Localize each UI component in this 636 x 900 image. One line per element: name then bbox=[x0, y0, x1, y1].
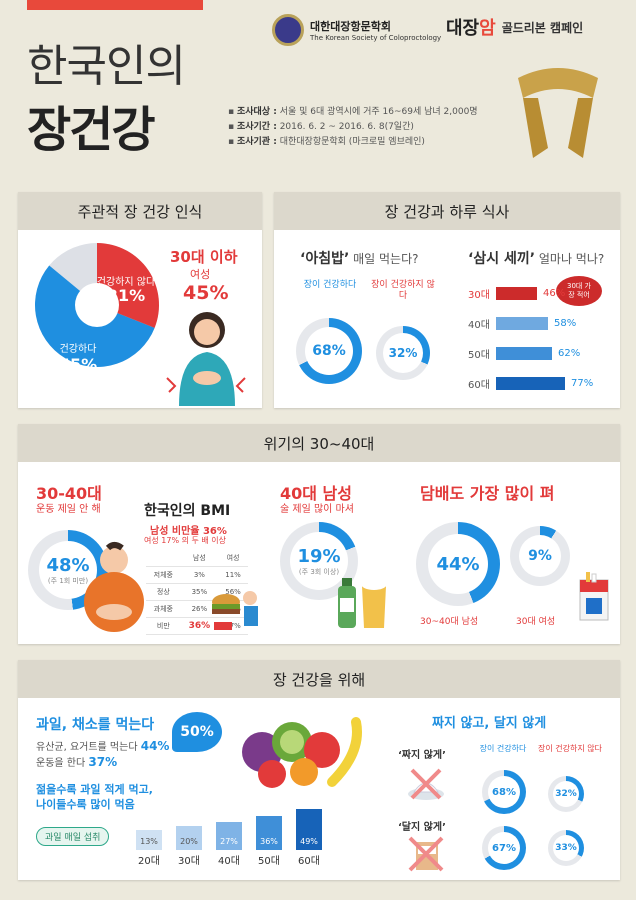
badge-30s-lowest: 30대 가장 적어 bbox=[556, 276, 602, 306]
fruit-daily-pill: 과일 매일 섭취 bbox=[36, 827, 110, 846]
label-healthy: 장이 건강하다 bbox=[303, 280, 357, 290]
cigarette-pack-icon bbox=[579, 572, 609, 621]
exercise-title: 30-40대 bbox=[36, 484, 102, 503]
ring-smoking-men: 44% bbox=[416, 522, 500, 606]
fruit-bar: 27% bbox=[216, 822, 242, 850]
label-healthy: 장이 건강하다 bbox=[479, 744, 527, 753]
fruit-bar: 49% bbox=[296, 809, 322, 850]
gold-ribbon-icon bbox=[518, 68, 598, 158]
bmi-title: 한국인의 BMI bbox=[144, 503, 231, 519]
smoking-label-men: 30~40대 남성 bbox=[420, 617, 479, 627]
meals-question: ‘삼시 세끼’ 얼마나 먹나? bbox=[468, 251, 605, 267]
ring-breakfast-healthy: 68% bbox=[296, 318, 362, 384]
bar bbox=[496, 377, 565, 390]
bar-row: 40대 58% bbox=[468, 316, 576, 331]
campaign-logo: 대장암 골드리본 캠페인 bbox=[446, 14, 583, 40]
fruit-bar: 36% bbox=[256, 816, 282, 850]
perception-pie bbox=[35, 243, 159, 367]
callout-pct: 45% bbox=[183, 282, 229, 304]
society-logo: 대한대장항문학회 The Korean Society of Coloproct… bbox=[272, 14, 441, 46]
section-title: 장 건강을 위해 bbox=[18, 660, 620, 698]
callout-title: 30대 이하 bbox=[170, 248, 238, 266]
title-line2: 장건강 bbox=[27, 102, 155, 158]
bar-row: 50대 62% bbox=[468, 346, 580, 361]
bar-age-label: 50대 bbox=[468, 350, 490, 361]
bmi-sub1: 남성 비만율 36% bbox=[150, 526, 227, 537]
age-note: 젊을수록 과일 적게 먹고, 나이들수록 많이 먹음 bbox=[36, 783, 153, 811]
fruit-bar-age-label: 60대 bbox=[298, 856, 320, 867]
label-unhealthy: 장이 건강하지 않다 bbox=[538, 744, 602, 753]
society-name-ko: 대한대장항문학회 bbox=[310, 20, 391, 33]
fruit-bar: 20% bbox=[176, 826, 202, 850]
fruit-bar-age-label: 30대 bbox=[178, 856, 200, 867]
bar-age-label: 30대 bbox=[468, 290, 490, 301]
breakfast-question: ‘아침밥’ 매일 먹는다? bbox=[300, 251, 419, 267]
fruit-vegetable-icon bbox=[242, 717, 362, 788]
bar-value-label: 58% bbox=[554, 318, 577, 329]
exercise-sub: 운동 제일 안 해 bbox=[36, 504, 101, 515]
survey-line: ▪ 조사대상 : 서울 및 6대 광역시에 거주 16~69세 남녀 2,000… bbox=[228, 107, 478, 117]
drink-sub: 술 제일 많이 마셔 bbox=[280, 504, 354, 515]
ring-exercise: 48% (주 1회 미만) bbox=[28, 530, 108, 610]
fruit-bar-age-label: 50대 bbox=[258, 856, 280, 867]
campaign-name: 골드리본 캠페인 bbox=[501, 20, 584, 35]
ring-sweet-unhealthy: 33% bbox=[548, 830, 584, 866]
exercise-line: 운동을 한다 37% bbox=[36, 755, 118, 769]
bar-age-label: 60대 bbox=[468, 380, 490, 391]
fruit-title: 과일, 채소를 먹는다 bbox=[36, 717, 155, 733]
section-title: 위기의 30~40대 bbox=[18, 424, 620, 462]
bmi-sub2: 여성 17% 의 두 배 이상 bbox=[144, 536, 227, 545]
callout-sub: 여성 bbox=[190, 268, 211, 281]
table-row: 저체중 3% 11% bbox=[146, 566, 248, 584]
survey-info: ▪ 조사대상 : 서울 및 6대 광역시에 거주 16~69세 남녀 2,000… bbox=[228, 105, 478, 150]
bar bbox=[496, 347, 552, 360]
ring-sweet-healthy: 67% bbox=[482, 826, 526, 870]
bar-value-label: 77% bbox=[571, 378, 594, 389]
ring-smoking-women: 9% bbox=[510, 526, 570, 586]
fruit-bar-age-label: 20대 bbox=[138, 856, 160, 867]
campaign-logo-mark: 대장암 bbox=[446, 18, 496, 39]
fruit-badge: 50% bbox=[172, 712, 222, 752]
ring-breakfast-unhealthy: 32% bbox=[376, 326, 430, 380]
bar-row: 60대 77% bbox=[468, 376, 593, 391]
society-seal-icon bbox=[272, 14, 304, 46]
probiotic-line: 유산균, 요거트를 먹는다 44% bbox=[36, 739, 170, 753]
burger-snack-icon bbox=[212, 591, 258, 630]
bar-value-label: 46% bbox=[543, 288, 566, 299]
not-salty-label: ‘짜지 않게’ bbox=[398, 750, 446, 761]
bar-row: 30대 46% bbox=[468, 286, 565, 301]
survey-line: ▪ 조사기관 : 대한대장항문학회 (마크로밀 엠브레인) bbox=[228, 137, 425, 147]
bar bbox=[496, 317, 548, 330]
survey-line: ▪ 조사기간 : 2016. 6. 2 ~ 2016. 6. 8(7일간) bbox=[228, 122, 414, 132]
smoking-label-women: 30대 여성 bbox=[516, 617, 556, 627]
ring-salty-healthy: 68% bbox=[482, 770, 526, 814]
top-accent-bar bbox=[27, 0, 203, 10]
bar-age-label: 40대 bbox=[468, 320, 490, 331]
section-title: 주관적 장 건강 인식 bbox=[18, 192, 262, 230]
soju-beer-icon bbox=[338, 578, 387, 628]
sugar-icon bbox=[408, 836, 444, 872]
pie-label-healthy: 건강하다 55% bbox=[58, 344, 98, 374]
salty-sweet-title: 짜지 않고, 달지 않게 bbox=[432, 716, 547, 731]
ring-salty-unhealthy: 32% bbox=[548, 776, 584, 812]
society-name-en: The Korean Society of Coloproctology bbox=[310, 34, 442, 42]
label-unhealthy: 장이 건강하지 않다 bbox=[371, 280, 435, 301]
fruit-bar: 13% bbox=[136, 830, 162, 850]
section-title: 장 건강과 하루 식사 bbox=[274, 192, 620, 230]
fruit-bar-age-label: 40대 bbox=[218, 856, 240, 867]
woman-stomachache-icon bbox=[166, 312, 246, 406]
bar-value-label: 62% bbox=[558, 348, 581, 359]
table-row: 비만 36% 17% bbox=[146, 617, 248, 635]
man-overweight-icon bbox=[84, 542, 144, 632]
bar bbox=[496, 287, 537, 300]
drink-title: 40대 남성 bbox=[280, 484, 352, 503]
salt-icon bbox=[408, 768, 444, 800]
smoking-title: 담배도 가장 많이 펴 bbox=[420, 484, 555, 503]
not-sweet-label: ‘달지 않게’ bbox=[398, 822, 446, 833]
pie-label-unhealthy: 건강하지 않다 31% bbox=[96, 277, 156, 305]
title-line1: 한국인의 bbox=[27, 41, 186, 92]
table-row: 남성 여성 bbox=[146, 550, 248, 567]
